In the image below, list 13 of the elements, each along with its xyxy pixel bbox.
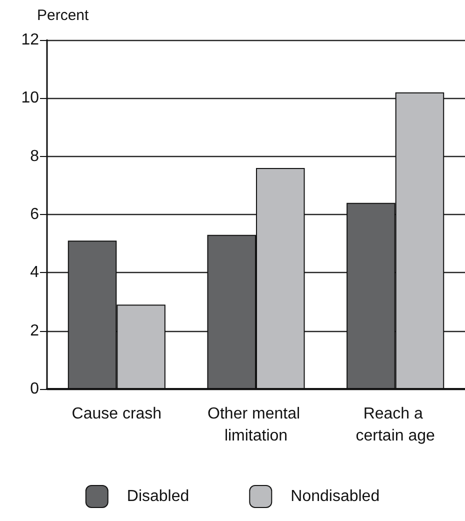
y-tick-label: 2 bbox=[30, 322, 40, 340]
y-tick-label: 10 bbox=[21, 90, 40, 107]
y-axis-title: Percent bbox=[37, 7, 90, 24]
x-tick-label: Cause crash bbox=[72, 406, 162, 422]
y-tick-label: 6 bbox=[30, 206, 40, 223]
y-tick-label: 12 bbox=[21, 32, 40, 48]
y-tick-label: 4 bbox=[30, 264, 40, 282]
x-tick-label: Reach a certain age bbox=[356, 406, 436, 444]
legend-label: Nondisabled bbox=[290, 488, 380, 505]
y-tick-label: 0 bbox=[30, 380, 40, 398]
legend-label: Disabled bbox=[126, 488, 190, 505]
y-tick-label: 8 bbox=[30, 148, 40, 165]
x-tick-label: Other mental limitation bbox=[208, 406, 304, 444]
